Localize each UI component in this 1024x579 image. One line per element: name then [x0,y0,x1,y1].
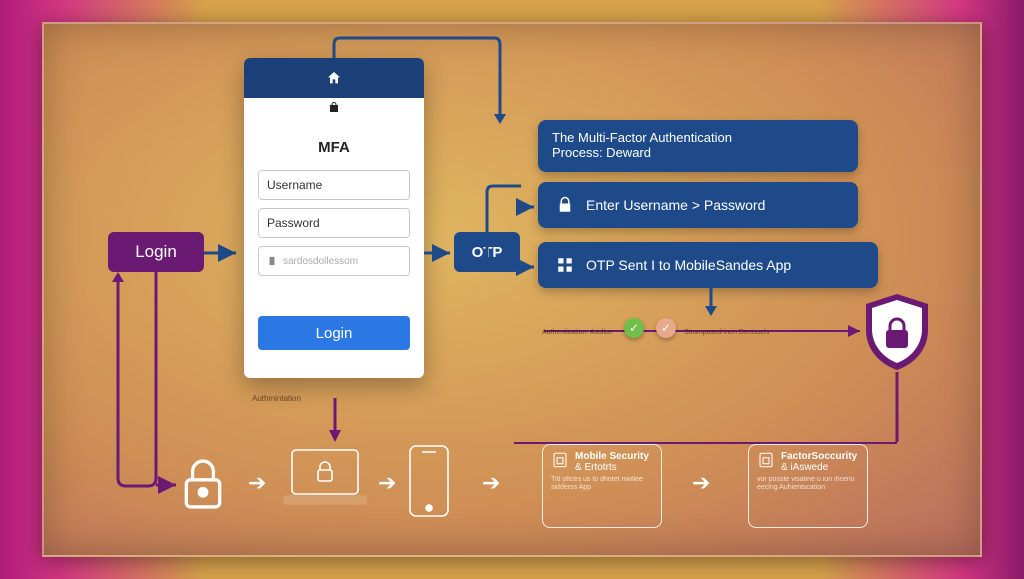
login-button[interactable]: Login [258,316,410,350]
card1-body: Titt oftces us to dhotet nwillee sidders… [551,476,653,493]
banner-process-line1: The Multi-Factor Authentication [552,131,732,146]
extra-field[interactable]: sardosdollessom [258,246,410,276]
username-field[interactable]: Username [258,170,410,200]
card2-subtitle: & iAswede [781,462,828,473]
shield-badge [862,292,932,372]
login-button-label: Login [316,325,353,342]
arrow-phone-to-otp [424,246,458,260]
banner-otp-sent: OTP Sent I to MobileSandes App [538,242,878,288]
card2-body: vor posste visatine u iun ihcenu eeclng … [757,476,859,493]
lock-icon [552,196,578,214]
banner-otp-sent-text: OTP Sent I to MobileSandes App [586,257,791,273]
grid-icon [552,256,578,274]
device-icon [267,254,277,268]
login-tag: Login [108,232,204,272]
flow-arrow-1: ➔ [248,470,266,496]
username-label: Username [267,178,322,192]
tiny-auth-2: Authentication: Asuliue [542,329,613,336]
diagram-canvas: Login MFA Username Password sardos [42,22,982,557]
card-factor-security: FactorSoccurity & iAswede vor posste vis… [748,444,868,528]
login-loop [118,272,178,532]
card2-title: FactorSoccurity [781,451,857,462]
banner-credentials-text: Enter Username > Password [586,197,765,213]
arrow-phone-top-to-banner1 [334,38,554,138]
flow-arrow-3: ➔ [482,470,500,496]
flow-arrow-2: ➔ [378,470,396,496]
padlock-icon [178,454,228,519]
flow-arrow-4: ➔ [692,470,710,496]
banner-process: The Multi-Factor Authentication Process:… [538,120,858,172]
arrow-phone-down [328,398,342,444]
shield-down-connector [890,372,904,446]
arrow-banner3-down [704,288,718,318]
banner-process-line2: Process: Deward [552,146,732,161]
password-label: Password [267,216,320,230]
card-mobile-security: Mobile Security & Ertotrts Titt oftces u… [542,444,662,528]
laptop-icon [282,444,368,519]
check-green: ✓ [624,318,644,338]
tiny-auth-1: Authmintation [252,394,301,403]
smartphone-icon [404,442,454,525]
stage: Login MFA Username Password sardos [0,0,1024,579]
card-icon-2 [757,451,775,469]
check-peach: ✓ [656,318,676,338]
banner-credentials: Enter Username > Password [538,182,858,228]
login-tag-label: Login [135,242,177,262]
extra-placeholder: sardosdollessom [283,256,358,267]
card-icon-1 [551,451,569,469]
card1-subtitle: & Ertotrts [575,462,617,473]
tiny-auth-3: Strumposed inen Dentsscls [684,329,769,336]
mfa-title: MFA [244,139,424,156]
arrow-login-to-phone [204,246,244,260]
bottom-purple-rail [514,438,900,448]
otp-split [487,182,527,292]
password-field[interactable]: Password [258,208,410,238]
card1-title: Mobile Security [575,451,649,462]
